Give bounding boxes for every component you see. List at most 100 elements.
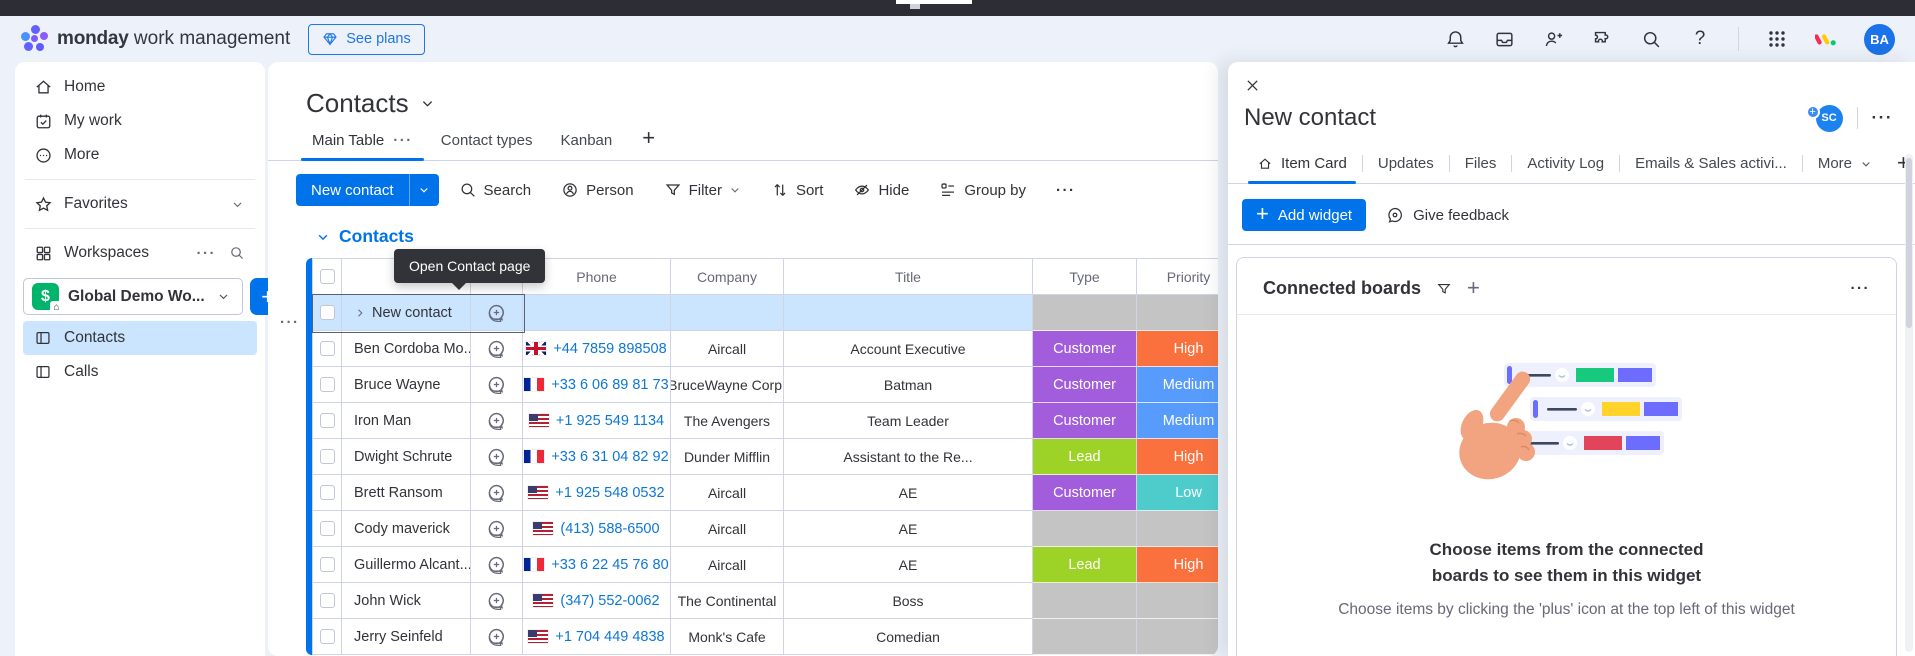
header-title[interactable]: Title (784, 258, 1033, 295)
cell-name[interactable]: Ben Cordoba Mo... (342, 331, 471, 367)
row-checkbox[interactable] (319, 305, 335, 320)
cell-name[interactable]: Dwight Schrute (342, 439, 471, 475)
sidebar-board-contacts[interactable]: Contacts (23, 321, 257, 355)
widget-add-items-icon[interactable] (1467, 277, 1480, 300)
cell-title[interactable]: Comedian (784, 619, 1033, 655)
cell-title[interactable]: Account Executive (784, 331, 1033, 367)
row-checkbox[interactable] (319, 377, 335, 392)
add-widget-button[interactable]: Add widget (1242, 199, 1367, 231)
cell-type[interactable] (1033, 619, 1137, 655)
header-type[interactable]: Type (1033, 258, 1137, 295)
inbox-icon[interactable] (1493, 28, 1515, 50)
give-feedback-button[interactable]: Give feedback (1386, 206, 1509, 224)
row-checkbox[interactable] (319, 449, 335, 464)
row-checkbox[interactable] (319, 341, 335, 356)
cell-type[interactable] (1033, 511, 1137, 547)
add-update-icon[interactable] (471, 439, 523, 475)
add-view-button[interactable] (626, 127, 671, 160)
cell-type[interactable]: Customer (1033, 403, 1137, 439)
cell-name[interactable]: Brett Ransom (342, 475, 471, 511)
new-contact-button[interactable]: New contact (296, 174, 439, 206)
sidebar-item-home[interactable]: Home (23, 70, 257, 104)
item-menu-icon[interactable] (1872, 108, 1893, 128)
close-panel-icon[interactable] (1244, 77, 1262, 95)
cell-name[interactable]: Guillermo Alcant... (342, 547, 471, 583)
cell-phone[interactable]: +33 6 06 89 81 73 (523, 367, 671, 403)
row-checkbox[interactable] (319, 521, 335, 536)
workspaces-search-icon[interactable] (227, 243, 247, 263)
cell-company[interactable] (671, 295, 784, 331)
item-title[interactable]: New contact (1244, 104, 1377, 131)
cell-phone[interactable]: +1 704 449 4838 (523, 619, 671, 655)
workspace-selector[interactable]: $ ⌂ Global Demo Wo... (23, 278, 243, 315)
add-update-icon[interactable] (471, 511, 523, 547)
row-checkbox[interactable] (319, 413, 335, 428)
group-collapse-chevron-icon[interactable] (316, 230, 330, 244)
cell-title[interactable]: AE (784, 511, 1033, 547)
add-update-icon[interactable] (471, 583, 523, 619)
cell-phone[interactable]: +33 6 22 45 76 80 (523, 547, 671, 583)
tab-files[interactable]: Files (1464, 155, 1497, 172)
cell-type[interactable]: Lead (1033, 439, 1137, 475)
toolbar-more-icon[interactable] (1046, 174, 1086, 206)
header-company[interactable]: Company (671, 258, 784, 295)
sidebar-section-favorites[interactable]: Favorites (23, 187, 257, 221)
add-update-icon[interactable] (471, 547, 523, 583)
header-priority[interactable]: Priority (1137, 258, 1218, 295)
cell-name[interactable]: Iron Man (342, 403, 471, 439)
cell-company[interactable]: Aircall (671, 511, 784, 547)
widget-menu-icon[interactable] (1851, 280, 1871, 297)
cell-priority[interactable]: Medium (1137, 403, 1218, 439)
cell-phone[interactable]: +44 7859 898508 (523, 331, 671, 367)
search-icon[interactable] (1640, 28, 1662, 50)
cell-company[interactable]: BruceWayne Corp. (671, 367, 784, 403)
group-title[interactable]: Contacts (339, 226, 414, 246)
cell-phone[interactable] (523, 295, 671, 331)
cell-title[interactable] (784, 295, 1033, 331)
add-update-icon[interactable] (471, 295, 523, 331)
see-plans-button[interactable]: See plans (308, 23, 425, 55)
sidebar-item-my-work[interactable]: My work (23, 104, 257, 138)
group-header[interactable]: Contacts (316, 226, 1218, 247)
tab-more[interactable]: More (1803, 144, 1887, 183)
cell-type[interactable]: Customer (1033, 475, 1137, 511)
invite-members-icon[interactable] (1542, 28, 1564, 50)
chevron-down-icon[interactable] (227, 194, 247, 214)
board-title-chevron-icon[interactable] (420, 96, 435, 111)
cell-type[interactable] (1033, 583, 1137, 619)
add-update-icon[interactable] (471, 403, 523, 439)
tab-menu-icon[interactable] (393, 132, 413, 149)
cell-priority[interactable]: Low (1137, 475, 1218, 511)
cell-name[interactable]: Jerry Seinfeld (342, 619, 471, 655)
cell-name[interactable]: John Wick (342, 583, 471, 619)
apps-marketplace-icon[interactable] (1591, 28, 1613, 50)
widget-filter-icon[interactable] (1436, 281, 1452, 297)
cell-priority[interactable] (1137, 583, 1218, 619)
add-update-icon[interactable] (471, 331, 523, 367)
cell-company[interactable]: Aircall (671, 475, 784, 511)
cell-company[interactable]: Aircall (671, 331, 784, 367)
workspaces-menu-icon[interactable] (197, 245, 217, 262)
cell-title[interactable]: Boss (784, 583, 1033, 619)
user-avatar[interactable]: BA (1864, 23, 1895, 55)
cell-phone[interactable]: +1 925 549 1134 (523, 403, 671, 439)
person-filter-button[interactable]: Person (551, 174, 644, 206)
row-checkbox[interactable] (319, 593, 335, 608)
cell-phone[interactable]: (347) 552-0062 (523, 583, 671, 619)
hide-button[interactable]: Hide (843, 174, 919, 206)
cell-type[interactable]: Lead (1033, 547, 1137, 583)
cell-type[interactable] (1033, 295, 1137, 331)
tab-activity-log[interactable]: Activity Log (1527, 155, 1605, 172)
scrollbar-thumb[interactable] (1906, 158, 1912, 328)
cell-company[interactable]: The Continental (671, 583, 784, 619)
cell-name[interactable]: New contact (342, 295, 471, 331)
sidebar-board-calls[interactable]: Calls (23, 355, 257, 389)
tab-updates[interactable]: Updates (1377, 155, 1434, 172)
cell-company[interactable]: The Avengers (671, 403, 784, 439)
tab-kanban[interactable]: Kanban (560, 132, 613, 149)
cell-type[interactable]: Customer (1033, 331, 1137, 367)
sidebar-section-workspaces[interactable]: Workspaces (23, 236, 257, 270)
select-all-checkbox[interactable] (319, 269, 335, 284)
notifications-bell-icon[interactable] (1444, 28, 1466, 50)
tab-main-table[interactable]: Main Table (298, 132, 427, 161)
